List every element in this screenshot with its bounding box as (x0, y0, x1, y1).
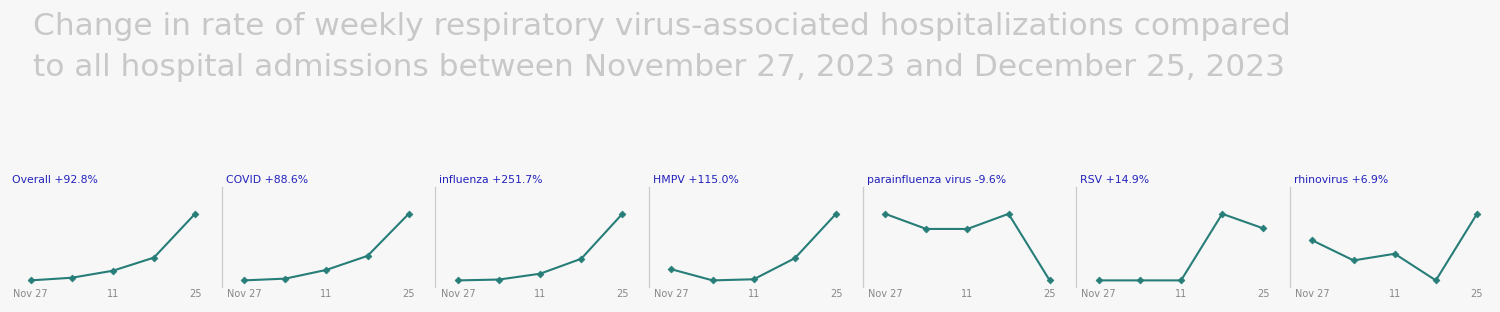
Text: influenza +251.7%: influenza +251.7% (440, 175, 543, 185)
Text: RSV +14.9%: RSV +14.9% (1080, 175, 1149, 185)
Text: Change in rate of weekly respiratory virus-associated hospitalizations compared
: Change in rate of weekly respiratory vir… (33, 12, 1292, 82)
Text: HMPV +115.0%: HMPV +115.0% (652, 175, 740, 185)
Text: COVID +88.6%: COVID +88.6% (225, 175, 308, 185)
Text: rhinovirus +6.9%: rhinovirus +6.9% (1294, 175, 1388, 185)
Text: Overall +92.8%: Overall +92.8% (12, 175, 98, 185)
Text: parainfluenza virus -9.6%: parainfluenza virus -9.6% (867, 175, 1005, 185)
